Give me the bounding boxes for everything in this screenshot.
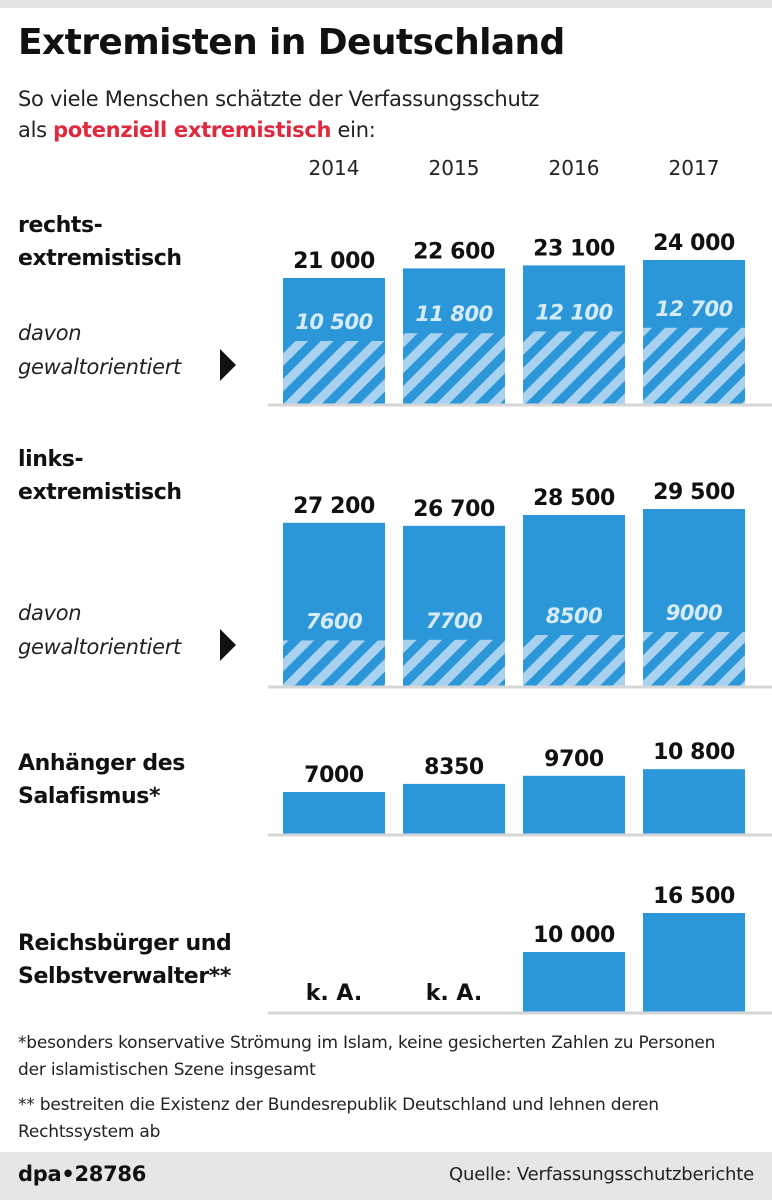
group-label-line: Selbstverwalter**: [18, 964, 232, 989]
hatched-bar-2016: [523, 331, 625, 404]
sub-value-label: 9000: [666, 601, 722, 625]
footnote-salafismus: *besonders konservative Strömung im Isla…: [18, 1033, 716, 1080]
group-label-line: Anhänger des: [18, 751, 185, 776]
hatched-bar-2017: [643, 632, 745, 686]
source-note: Quelle: Verfassungsschutzberichte: [449, 1164, 754, 1185]
year-label-2017: 2017: [669, 156, 720, 180]
year-label-2014: 2014: [309, 156, 360, 180]
bar-value-label: 7000: [304, 763, 364, 788]
group-1: rechts-extremistisch davon gewaltorientier…: [18, 213, 772, 407]
sub-label-line: gewaltorientiert: [18, 635, 182, 659]
hatched-bar-2014: [283, 341, 385, 404]
triangle-arrow-icon: [220, 349, 236, 381]
bar-chart: 2014 2015 2016 2017 rechts-extremistisch dav…: [18, 156, 772, 1015]
subtitle-line-1: So viele Menschen schätzte der Verfassun…: [18, 87, 540, 111]
group-4: Reichsbürger und Selbstverwalter** k. A. k.…: [18, 884, 772, 1015]
bar-2015: [403, 783, 505, 834]
hatched-bar-2015: [403, 639, 505, 686]
subtitle-prefix: als: [18, 118, 47, 142]
sub-value-label: 7600: [306, 609, 362, 633]
group-label-line: Reichsbürger und: [18, 931, 231, 956]
sub-value-label: 8500: [546, 604, 602, 628]
subtitle-highlight: potenziell extremistisch: [53, 118, 332, 142]
group-3: Anhänger des Salafismus* 7000 8350 9700 10 80…: [18, 740, 772, 837]
group-label-line: extremistisch: [18, 246, 182, 271]
bar-value-label: k. A.: [306, 981, 362, 1006]
sub-value-label: 12 100: [535, 300, 612, 324]
year-label-2015: 2015: [429, 156, 480, 180]
bar-2017: [643, 913, 745, 1012]
footnotes: *besonders konservative Strömung im Isla…: [18, 1030, 748, 1154]
chart-title: Extremisten in Deutschland: [18, 22, 565, 63]
bar-value-label: 10 000: [533, 923, 615, 948]
bar-value-label: k. A.: [426, 981, 482, 1006]
bar-value-label: 26 700: [413, 497, 495, 522]
bar-value-label: 23 100: [533, 236, 615, 261]
group-label-line: links-: [18, 447, 83, 472]
hatched-bar-2017: [643, 327, 745, 404]
chart-groups: rechts-extremistisch davon gewaltorientier…: [18, 213, 772, 1015]
year-label-2016: 2016: [549, 156, 600, 180]
bar-value-label: 8350: [424, 755, 484, 780]
bar-value-label: 21 000: [293, 249, 375, 274]
group-label: Anhänger des Salafismus*: [18, 751, 185, 809]
group-label-line: extremistisch: [18, 480, 182, 505]
sub-value-label: 7700: [426, 609, 482, 633]
bar-value-label: 24 000: [653, 231, 735, 256]
hatched-bar-2016: [523, 635, 625, 686]
footer: dpa•28786 Quelle: Verfassungsschutzberic…: [0, 1152, 772, 1200]
group-label-line: rechts-: [18, 213, 102, 238]
top-bar: [0, 0, 772, 8]
group-2: links-extremistisch davon gewaltorientiert…: [18, 447, 772, 689]
bar-2014: [283, 792, 385, 834]
hatched-bar-2014: [283, 640, 385, 686]
bar-2016: [523, 775, 625, 834]
bar-2016: [523, 952, 625, 1012]
group-label: links-extremistisch: [18, 447, 182, 505]
bar-value-label: 28 500: [533, 486, 615, 511]
bar-value-label: 29 500: [653, 480, 735, 505]
bar-value-label: 10 800: [653, 740, 735, 765]
dpa-logo: dpa•28786: [18, 1162, 147, 1186]
chart-subtitle: So viele Menschen schätzte der Verfassun…: [18, 84, 539, 146]
sub-label-line: gewaltorientiert: [18, 355, 182, 379]
sub-label: davon gewaltorientiert: [18, 321, 182, 379]
footnote-reichsbuerger: ** bestreiten die Existenz der Bundesrep…: [18, 1095, 659, 1142]
sub-value-label: 12 700: [655, 297, 732, 321]
bar-2017: [643, 769, 745, 834]
group-label-line: Salafismus*: [18, 784, 161, 809]
triangle-arrow-icon: [220, 629, 236, 661]
sub-label-line: davon: [18, 601, 81, 625]
bar-value-label: 22 600: [413, 239, 495, 264]
sub-value-label: 11 800: [415, 302, 492, 326]
bar-value-label: 9700: [544, 747, 604, 772]
sub-label-line: davon: [18, 321, 81, 345]
year-labels: 2014 2015 2016 2017: [309, 156, 720, 180]
group-label: Reichsbürger und Selbstverwalter**: [18, 931, 232, 989]
bar-value-label: 27 200: [293, 494, 375, 519]
sub-label: davon gewaltorientiert: [18, 601, 182, 659]
sub-value-label: 10 500: [295, 310, 372, 334]
bar-value-label: 16 500: [653, 884, 735, 909]
subtitle-suffix: ein:: [337, 118, 376, 142]
group-label: rechts-extremistisch: [18, 213, 182, 271]
hatched-bar-2015: [403, 333, 505, 404]
